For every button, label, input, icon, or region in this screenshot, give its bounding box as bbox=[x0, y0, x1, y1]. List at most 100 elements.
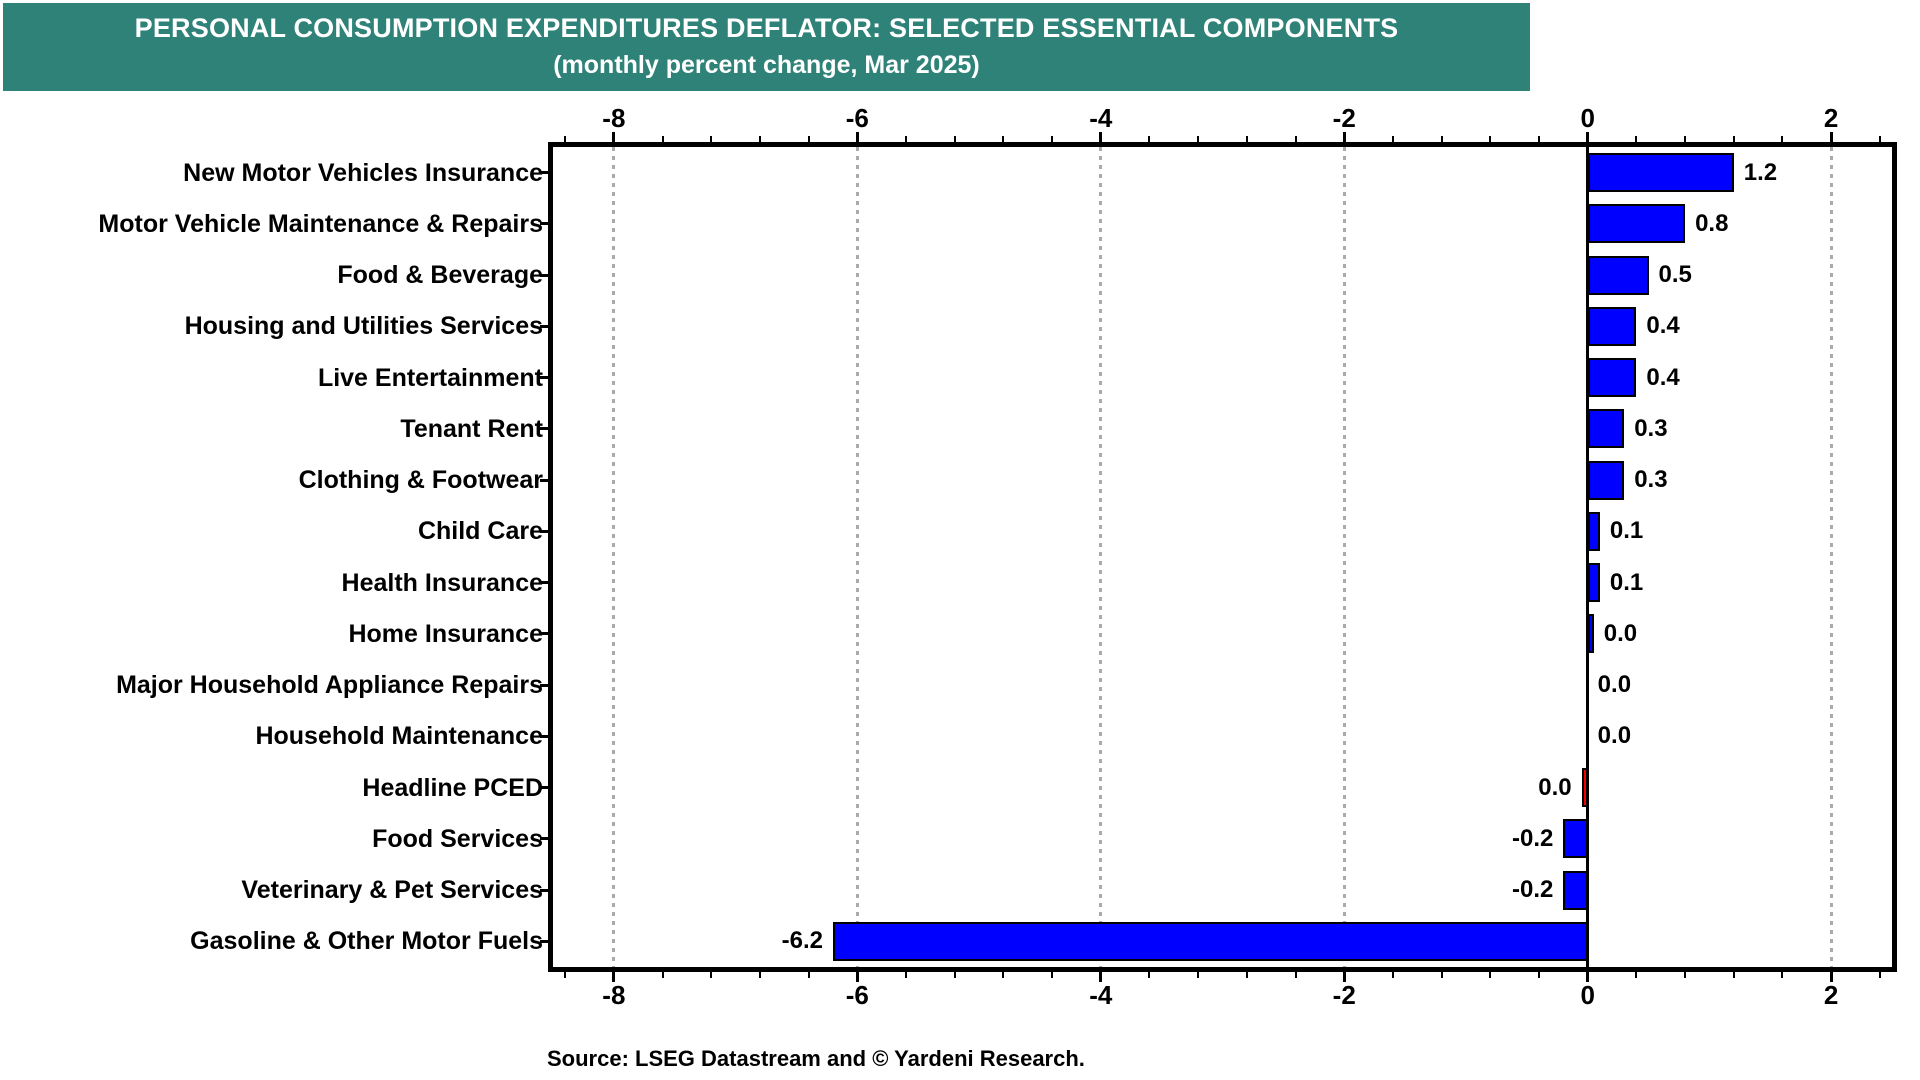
bar-motor-vehicle-maintenance-repairs bbox=[1587, 204, 1686, 244]
minor-tick-bottom bbox=[1489, 972, 1492, 978]
minor-tick-bottom bbox=[1002, 972, 1005, 978]
minor-tick-top bbox=[710, 136, 713, 142]
category-tick bbox=[540, 529, 548, 533]
minor-tick-top bbox=[1245, 136, 1248, 142]
source-note: Source: LSEG Datastream and © Yardeni Re… bbox=[547, 1046, 1085, 1071]
gridline--2 bbox=[1342, 147, 1346, 967]
category-label: Food Services bbox=[372, 824, 543, 853]
title-banner: PERSONAL CONSUMPTION EXPENDITURES DEFLAT… bbox=[3, 3, 1530, 91]
bar-gasoline-other-motor-fuels bbox=[832, 921, 1588, 961]
category-axis-labels: New Motor Vehicles Insurance Motor Vehicl… bbox=[0, 147, 543, 967]
minor-tick-top bbox=[807, 136, 810, 142]
bottom-axis-label: -4 bbox=[1089, 980, 1113, 1010]
category-label: Headline PCED bbox=[362, 773, 543, 802]
minor-tick-bottom bbox=[661, 972, 664, 978]
major-tick-top bbox=[855, 132, 859, 142]
bottom-axis-label: 2 bbox=[1823, 980, 1839, 1010]
gridline--8 bbox=[612, 147, 616, 967]
category-label: Household Maintenance bbox=[255, 722, 543, 751]
bottom-axis-label: 0 bbox=[1580, 980, 1595, 1010]
minor-tick-bottom bbox=[905, 972, 907, 978]
minor-tick-top bbox=[1684, 136, 1687, 142]
minor-tick-bottom bbox=[1148, 972, 1151, 978]
value-label: 1.2 bbox=[1743, 158, 1778, 186]
value-label: 0.0 bbox=[1603, 619, 1638, 647]
minor-tick-bottom bbox=[1878, 972, 1881, 978]
category-label: Major Household Appliance Repairs bbox=[116, 671, 543, 700]
minor-tick-top bbox=[1878, 136, 1881, 142]
category-tick bbox=[540, 273, 548, 277]
minor-tick-top bbox=[1197, 136, 1200, 142]
bottom-axis-label: -6 bbox=[845, 980, 869, 1010]
value-label: -0.2 bbox=[1511, 824, 1554, 852]
category-tick bbox=[540, 837, 548, 841]
major-tick-top bbox=[1099, 132, 1103, 142]
major-tick-top bbox=[1586, 132, 1590, 142]
value-label: 0.3 bbox=[1634, 466, 1668, 494]
minor-tick-top bbox=[1635, 136, 1638, 142]
top-axis-label: 0 bbox=[1580, 103, 1595, 133]
category-label: Housing and Utilities Services bbox=[184, 312, 543, 341]
bar-veterinary-pet-services bbox=[1563, 870, 1588, 910]
bar-clothing-footwear bbox=[1587, 460, 1625, 500]
category-label: Veterinary & Pet Services bbox=[241, 876, 543, 905]
zero-axis-line bbox=[1586, 147, 1590, 967]
category-label: Live Entertainment bbox=[317, 363, 543, 392]
major-tick-bottom bbox=[1099, 972, 1103, 982]
bar-food-services bbox=[1563, 819, 1588, 859]
category-tick bbox=[540, 222, 548, 226]
minor-tick-bottom bbox=[1294, 972, 1297, 978]
value-label: 0.1 bbox=[1609, 517, 1644, 545]
minor-tick-bottom bbox=[1245, 972, 1248, 978]
bar-tenant-rent bbox=[1587, 409, 1625, 449]
bar-new-motor-vehicles-insurance bbox=[1587, 153, 1734, 193]
category-label: Tenant Rent bbox=[400, 414, 543, 443]
minor-tick-top bbox=[1148, 136, 1151, 142]
minor-tick-top bbox=[1002, 136, 1005, 142]
top-axis-label: -6 bbox=[845, 103, 869, 133]
value-label: 0.0 bbox=[1597, 671, 1632, 699]
category-tick bbox=[540, 427, 548, 431]
minor-tick-bottom bbox=[1781, 972, 1784, 978]
value-label: 0.8 bbox=[1695, 209, 1729, 237]
minor-tick-top bbox=[1537, 136, 1540, 142]
major-tick-top bbox=[1829, 132, 1833, 142]
category-tick bbox=[540, 581, 548, 585]
value-label: 0.4 bbox=[1646, 363, 1680, 391]
minor-tick-top bbox=[953, 136, 956, 142]
minor-tick-bottom bbox=[758, 972, 761, 978]
minor-tick-bottom bbox=[1197, 972, 1200, 978]
bar-live-entertainment bbox=[1587, 358, 1637, 398]
major-tick-bottom bbox=[1586, 972, 1590, 982]
minor-tick-bottom bbox=[1684, 972, 1687, 978]
value-label: -0.2 bbox=[1511, 876, 1554, 904]
minor-tick-top bbox=[1051, 136, 1054, 142]
chart-subtitle: (monthly percent change, Mar 2025) bbox=[553, 51, 980, 79]
bar-housing-and-utilities-services bbox=[1587, 306, 1637, 346]
category-label: Health Insurance bbox=[341, 568, 543, 597]
value-label: -6.2 bbox=[781, 927, 823, 955]
minor-tick-bottom bbox=[564, 972, 567, 978]
minor-tick-top bbox=[1294, 136, 1297, 142]
bottom-axis-label: -2 bbox=[1332, 980, 1356, 1010]
minor-tick-top bbox=[661, 136, 664, 142]
category-tick bbox=[540, 683, 548, 687]
minor-tick-top bbox=[1440, 136, 1443, 142]
minor-tick-bottom bbox=[710, 972, 713, 978]
major-tick-top bbox=[612, 132, 616, 142]
gridline-2 bbox=[1829, 147, 1833, 967]
value-label: 0.1 bbox=[1609, 568, 1644, 596]
bar-health-insurance bbox=[1587, 563, 1600, 603]
category-label: Home Insurance bbox=[348, 619, 543, 648]
minor-tick-top bbox=[905, 136, 907, 142]
value-label: 0.0 bbox=[1538, 773, 1572, 801]
category-tick bbox=[540, 171, 548, 175]
category-label: Food & Beverage bbox=[337, 261, 543, 290]
minor-tick-top bbox=[758, 136, 761, 142]
minor-tick-bottom bbox=[1440, 972, 1443, 978]
minor-tick-top bbox=[564, 136, 567, 142]
major-tick-bottom bbox=[855, 972, 859, 982]
category-tick bbox=[540, 734, 548, 738]
chart-title: PERSONAL CONSUMPTION EXPENDITURES DEFLAT… bbox=[134, 13, 1399, 43]
